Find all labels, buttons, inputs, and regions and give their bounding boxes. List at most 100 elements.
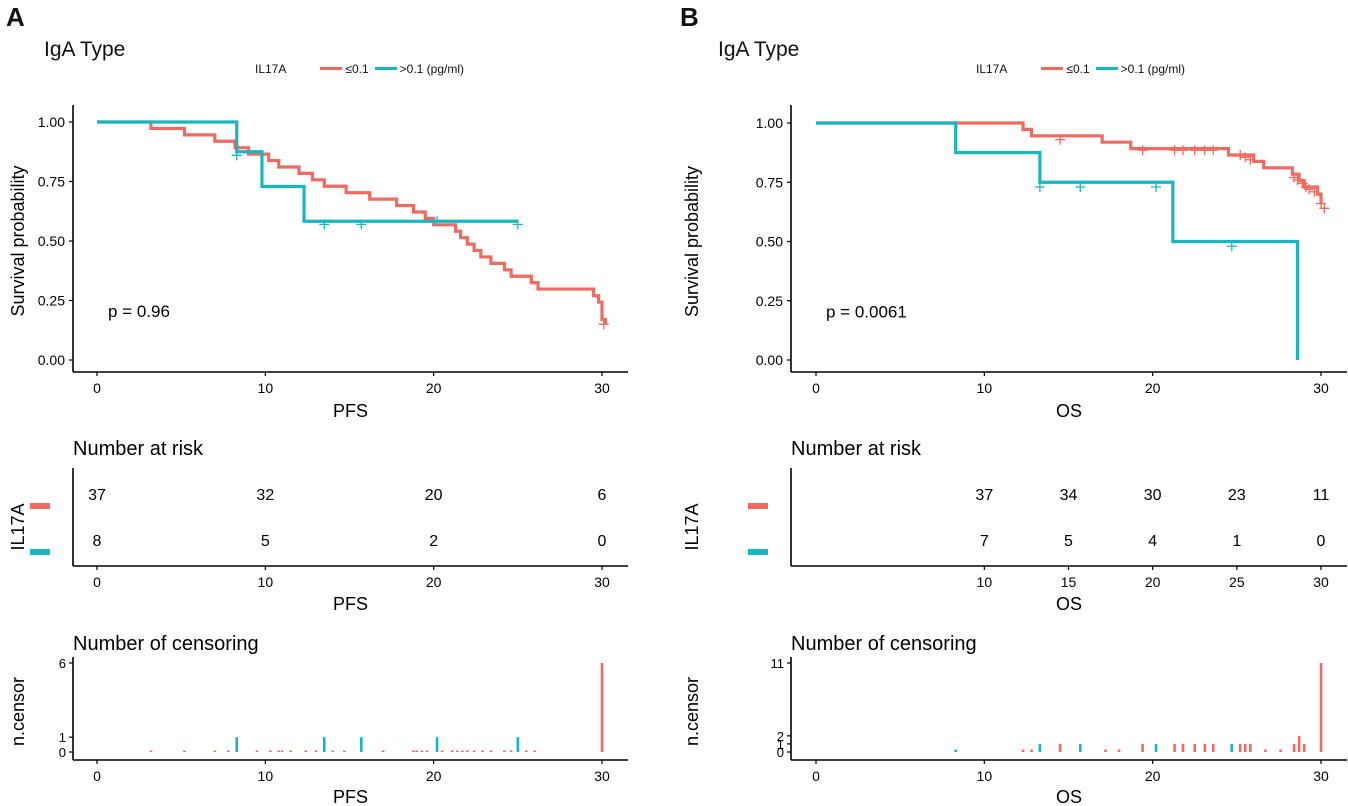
censor-bar bbox=[440, 750, 444, 752]
censor-bar bbox=[954, 749, 958, 752]
censor-y-tick-label: 1 bbox=[777, 737, 784, 752]
censor-mark bbox=[432, 216, 443, 227]
km-curve-high bbox=[816, 121, 1300, 360]
risk-count: 0 bbox=[1317, 533, 1326, 550]
risk-count: 23 bbox=[1228, 487, 1246, 504]
risk-count: 11 bbox=[1313, 487, 1330, 504]
censor-mark bbox=[598, 319, 609, 330]
y-axis-label: Survival probability bbox=[8, 165, 28, 316]
censor-bar bbox=[509, 750, 513, 752]
censor-bar bbox=[1230, 743, 1234, 752]
y-tick-label: 0.50 bbox=[38, 233, 65, 249]
censor-mark bbox=[1177, 145, 1188, 156]
legend-title: IL17A bbox=[255, 62, 287, 76]
censor-bar bbox=[1319, 663, 1323, 752]
censor-mark bbox=[1304, 184, 1315, 195]
censor-bar bbox=[466, 750, 469, 752]
risk-x-tick-label: 25 bbox=[1229, 574, 1245, 590]
legend-title: IL17A bbox=[976, 62, 1008, 76]
censor-mark bbox=[1240, 152, 1251, 163]
censor-y-tick-label: 6 bbox=[59, 656, 66, 671]
censor-mark bbox=[1226, 241, 1237, 252]
risk-x-axis-label: OS bbox=[1056, 594, 1082, 614]
legend-item-low: ≤0.1 bbox=[1066, 62, 1090, 76]
y-tick-label: 0.50 bbox=[756, 234, 783, 250]
censor-bar bbox=[304, 750, 308, 752]
censor-bar bbox=[420, 750, 424, 752]
risk-count: 20 bbox=[425, 487, 443, 504]
censor-mark bbox=[1309, 186, 1320, 197]
x-tick-label: 20 bbox=[426, 380, 442, 396]
censor-bar bbox=[322, 737, 326, 752]
censor-bar bbox=[1292, 743, 1296, 752]
censor-mark bbox=[1292, 174, 1303, 185]
censor-bar bbox=[450, 750, 454, 752]
censor-bar bbox=[1038, 743, 1042, 752]
panel-label: A bbox=[6, 2, 25, 32]
censor-mark bbox=[1319, 203, 1330, 214]
censor-bar bbox=[1249, 743, 1252, 752]
risk-count: 5 bbox=[1064, 533, 1073, 550]
legend-key-low bbox=[320, 66, 343, 70]
risk-table-title: Number at risk bbox=[791, 438, 922, 460]
risk-count: 4 bbox=[1148, 533, 1157, 550]
y-tick-label: 0.00 bbox=[38, 352, 65, 368]
censor-bar bbox=[1203, 743, 1207, 752]
censor-bar bbox=[289, 750, 292, 752]
censor-mark bbox=[1055, 134, 1066, 145]
risk-y-axis-label: IL17A bbox=[8, 503, 28, 550]
chart-title: IgA Type bbox=[718, 38, 800, 61]
censor-mark bbox=[1208, 145, 1219, 156]
risk-count: 32 bbox=[256, 487, 274, 504]
panel-a: A IgA Type IL17A ≤0.1 >0.1 (pg/ml) 0.00 0… bbox=[6, 2, 628, 806]
censor-bar bbox=[1302, 743, 1306, 752]
censor-bar bbox=[415, 750, 419, 752]
censor-mark bbox=[319, 219, 330, 230]
panel-b: B IgA Type IL17A ≤0.1 >0.1 (pg/ml) 0.00 0… bbox=[674, 0, 1348, 806]
risk-count: 6 bbox=[598, 487, 607, 504]
censor-bar bbox=[412, 750, 415, 752]
censor-x-tick-label: 20 bbox=[426, 768, 442, 784]
censor-x-axis-label: PFS bbox=[333, 787, 368, 806]
censor-y-tick-label: 0 bbox=[777, 745, 784, 760]
censor-bar bbox=[600, 663, 604, 752]
censor-y-tick-label: 2 bbox=[777, 729, 784, 744]
censor-x-tick-label: 30 bbox=[594, 768, 610, 784]
censor-bar bbox=[460, 750, 464, 752]
legend: IL17A ≤0.1 >0.1 (pg/ml) bbox=[976, 62, 1191, 76]
censor-x-tick-label: 0 bbox=[93, 768, 101, 784]
risk-count: 5 bbox=[261, 533, 270, 550]
risk-x-tick-label: 15 bbox=[1061, 574, 1077, 590]
censor-bar bbox=[503, 750, 506, 752]
x-tick-label: 0 bbox=[812, 380, 820, 396]
y-tick-label: 0.75 bbox=[756, 174, 783, 190]
km-curve-low bbox=[816, 121, 1323, 204]
censor-mark bbox=[1199, 145, 1210, 156]
censor-x-axis-label: OS bbox=[1056, 787, 1082, 806]
censor-bar bbox=[1030, 749, 1033, 752]
censor-bar bbox=[149, 750, 153, 752]
censor-x-tick-label: 30 bbox=[1313, 768, 1329, 784]
censor-bar bbox=[1279, 749, 1282, 752]
x-tick-label: 10 bbox=[977, 380, 993, 396]
legend-item-low: ≤0.1 bbox=[345, 62, 369, 76]
y-tick-label: 0.25 bbox=[756, 293, 783, 309]
censor-bar bbox=[331, 750, 334, 752]
legend: IL17A ≤0.1 >0.1 (pg/ml) bbox=[255, 62, 470, 76]
x-tick-label: 0 bbox=[93, 380, 101, 396]
risk-x-tick-label: 30 bbox=[594, 574, 610, 590]
censor-mark bbox=[1169, 145, 1180, 156]
censor-bar bbox=[481, 750, 484, 752]
censor-bar bbox=[524, 750, 528, 752]
censor-x-tick-label: 10 bbox=[258, 768, 274, 784]
risk-x-axis-label: PFS bbox=[333, 594, 368, 614]
panel-label: B bbox=[680, 2, 699, 32]
censor-x-tick-label: 20 bbox=[1145, 768, 1161, 784]
censor-x-tick-label: 10 bbox=[977, 768, 993, 784]
censor-bar bbox=[1264, 749, 1267, 752]
y-tick-label: 0.25 bbox=[38, 293, 65, 309]
x-tick-label: 30 bbox=[594, 380, 610, 396]
km-curve-high bbox=[97, 120, 518, 223]
